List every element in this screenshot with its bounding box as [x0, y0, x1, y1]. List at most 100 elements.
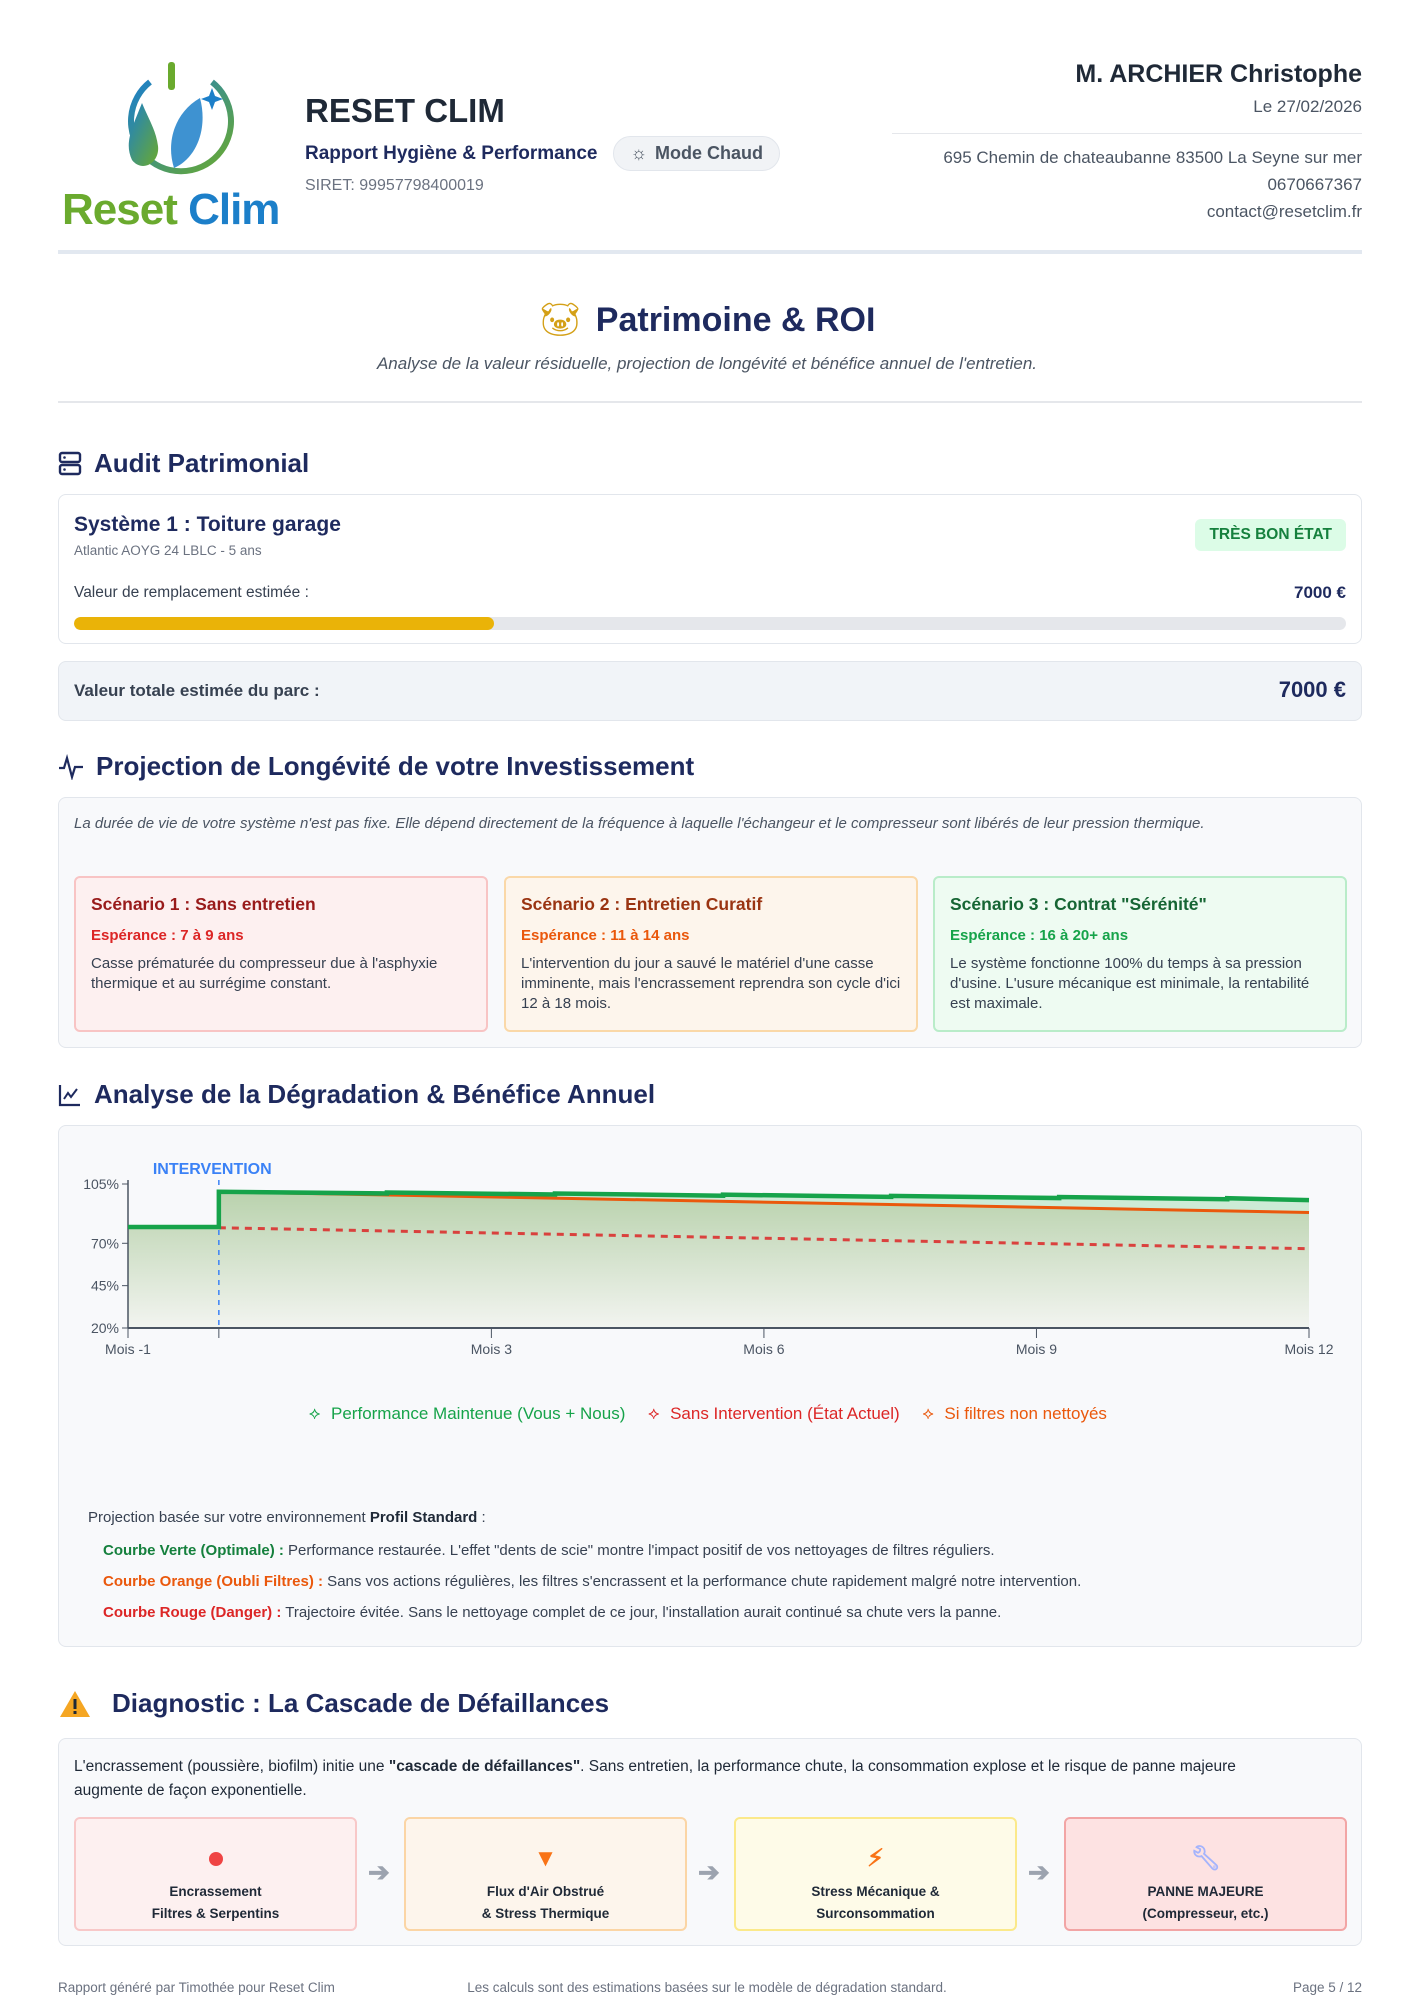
- system-card: Système 1 : Toiture garage Atlantic AOYG…: [58, 494, 1362, 644]
- client-name: M. ARCHIER Christophe: [1075, 60, 1362, 88]
- report-type: Rapport Hygiène & Performance: [305, 142, 598, 164]
- intro-bold: "cascade de défaillances": [388, 1758, 581, 1775]
- client-email: contact@resetclim.fr: [1206, 202, 1362, 221]
- triangle-down-icon: ▼: [533, 1845, 558, 1872]
- legend-item-orange: ⟡ Si filtres non nettoyés: [922, 1404, 1107, 1423]
- series-line-unclean-filters: [218, 1190, 1310, 1214]
- server-icon: [58, 451, 82, 475]
- total-value-card: Valeur totale estimée du parc : 7000 €: [58, 661, 1362, 721]
- arrow-right-icon: ➔: [698, 1857, 720, 1887]
- x-tick-label: Mois 9: [1016, 1341, 1057, 1357]
- y-tick-label: 105%: [83, 1176, 119, 1192]
- header-divider: [892, 133, 1362, 134]
- company-name: RESET CLIM: [305, 92, 505, 129]
- notes-intro-text: Projection basée sur votre environnement: [88, 1509, 370, 1526]
- diagnostic-intro: L'encrassement (poussière, biofilm) init…: [74, 1755, 1301, 1803]
- x-tick-label: Mois 6: [743, 1341, 784, 1357]
- replacement-value-label: Valeur de remplacement estimée :: [74, 584, 309, 601]
- footer-center: Les calculs sont des estimations basées …: [467, 1980, 947, 1995]
- value-progress-bar: [74, 617, 1346, 630]
- mode-badge-label: Mode Chaud: [654, 143, 763, 163]
- scenario-desc: Casse prématurée du compresseur due à l'…: [91, 955, 438, 992]
- scenario-expectancy: Espérance : 16 à 20+ ans: [950, 927, 1129, 944]
- arrow-right-icon: ➔: [368, 1857, 390, 1887]
- scenario-desc: L'intervention du jour a sauvé le matéri…: [521, 955, 901, 1012]
- mode-badge: ☼ Mode Chaud: [613, 136, 780, 171]
- footer-left: Rapport généré par Timothée pour Reset C…: [58, 1980, 335, 1995]
- scenario-card-2: Scénario 2 : Entretien Curatif Espérance…: [504, 876, 918, 1032]
- cascade-step-4: 🔧︎ PANNE MAJEURE (Compresseur, etc.): [1064, 1817, 1347, 1931]
- scenario-expectancy: Espérance : 7 à 9 ans: [91, 927, 244, 944]
- step-line1: PANNE MAJEURE: [1147, 1884, 1264, 1899]
- scenario-card-1: Scénario 1 : Sans entretien Espérance : …: [74, 876, 488, 1032]
- projection-intro: La durée de vie de votre système n'est p…: [74, 815, 1205, 832]
- header-rule: [58, 250, 1362, 254]
- step-line1: Encrassement: [169, 1884, 262, 1899]
- diagnostic-box: L'encrassement (poussière, biofilm) init…: [58, 1738, 1362, 1946]
- status-badge: TRÈS BON ÉTAT: [1195, 519, 1346, 551]
- line-chart-icon: [58, 1084, 80, 1106]
- notes-colon: :: [477, 1509, 486, 1526]
- lightning-icon: ⚡︎: [867, 1845, 884, 1872]
- projection-heading: Projection de Longévité de votre Investi…: [96, 751, 695, 781]
- scenario-title: Scénario 3 : Contrat "Sérénité": [950, 894, 1207, 914]
- logo-text-reset: Reset: [62, 185, 178, 234]
- scenario-desc: Le système fonctionne 100% du temps à sa…: [950, 955, 1310, 1012]
- cascade-step-2: ▼ Flux d'Air Obstrué & Stress Thermique: [404, 1817, 687, 1931]
- step-line2: (Compresseur, etc.): [1142, 1906, 1269, 1921]
- legend-item-red: ⟡ Sans Intervention (État Actuel): [648, 1404, 900, 1423]
- title-rule: [58, 401, 1362, 403]
- client-address: 695 Chemin de chateaubanne 83500 La Seyn…: [943, 148, 1362, 167]
- logo-leaf-drop-icon: [128, 62, 234, 175]
- scenario-expectancy: Espérance : 11 à 14 ans: [521, 927, 690, 944]
- y-tick-label: 70%: [91, 1235, 119, 1251]
- notes-intro: Projection basée sur votre environnement…: [88, 1509, 486, 1526]
- cascade-step-3: ⚡︎ Stress Mécanique & Surconsommation: [734, 1817, 1017, 1931]
- note-text: Sans vos actions régulières, les filtres…: [323, 1573, 1082, 1590]
- legend-label: Performance Maintenue (Vous + Nous): [331, 1404, 626, 1423]
- legend-item-green: ⟡ Performance Maintenue (Vous + Nous): [309, 1404, 626, 1423]
- scenario-card-3: Scénario 3 : Contrat "Sérénité" Espéranc…: [933, 876, 1347, 1032]
- x-tick-label: Mois 3: [471, 1341, 512, 1357]
- siret: SIRET: 99957798400019: [305, 177, 484, 194]
- note-label: Courbe Orange (Oubli Filtres) :: [103, 1573, 324, 1590]
- total-value-label: Valeur totale estimée du parc :: [74, 681, 320, 700]
- intro-text: . Sans entretien, la performance chute, …: [74, 1758, 1236, 1799]
- intervention-label: INTERVENTION: [153, 1161, 272, 1178]
- x-tick-label: Mois 12: [1284, 1341, 1333, 1357]
- step-line2: & Stress Thermique: [481, 1906, 610, 1921]
- y-tick-label: 20%: [91, 1320, 119, 1336]
- system-subtitle: Atlantic AOYG 24 LBLC - 5 ans: [74, 543, 262, 558]
- area-unclean-filters: [128, 1191, 1309, 1328]
- company-logo: Reset Clim: [62, 58, 284, 234]
- logo-text-clim: Clim: [188, 185, 280, 234]
- intro-text: L'encrassement (poussière, biofilm) init…: [74, 1758, 389, 1775]
- red-dot-icon: [208, 1852, 223, 1866]
- note-red: Courbe Rouge (Danger) : Trajectoire évit…: [103, 1604, 1001, 1621]
- note-orange: Courbe Orange (Oubli Filtres) : Sans vos…: [103, 1573, 1081, 1590]
- report-date: Le 27/02/2026: [1253, 97, 1362, 116]
- series-line-maintained: [128, 1189, 1310, 1230]
- replacement-value: 7000 €: [1294, 583, 1346, 602]
- chart-box: 105% 70% 45% 20% Mois -1 Mois 3 Mois 6 Mois 9 Mo…: [58, 1125, 1362, 1647]
- note-green: Courbe Verte (Optimale) : Performance re…: [103, 1542, 995, 1559]
- cascade-step-1: Encrassement Filtres & Serpentins: [74, 1817, 357, 1931]
- system-title: Système 1 : Toiture garage: [74, 513, 341, 536]
- footer-page: Page 5 / 12: [1292, 1980, 1362, 1995]
- warning-icon: [60, 1690, 90, 1717]
- page-subtitle: Analyse de la valeur résiduelle, project…: [376, 354, 1038, 373]
- client-phone: 0670667367: [1267, 175, 1362, 194]
- piggy-bank-icon: 🐷︎: [538, 301, 582, 339]
- note-label: Courbe Verte (Optimale) :: [103, 1542, 284, 1559]
- degradation-chart: 105% 70% 45% 20% Mois -1 Mois 3 Mois 6 Mois 9 Mo…: [83, 1161, 1334, 1357]
- projection-box: La durée de vie de votre système n'est p…: [58, 797, 1362, 1048]
- note-text: Performance restaurée. L'effet "dents de…: [283, 1542, 995, 1559]
- arrow-right-icon: ➔: [1028, 1857, 1050, 1887]
- diagnostic-heading: Diagnostic : La Cascade de Défaillances: [112, 1688, 610, 1718]
- wrench-icon: 🔧︎: [1190, 1845, 1221, 1872]
- legend-label: Si filtres non nettoyés: [944, 1404, 1107, 1423]
- x-tick-label: Mois -1: [105, 1341, 151, 1357]
- y-tick-label: 45%: [91, 1278, 119, 1294]
- total-value: 7000 €: [1278, 677, 1346, 702]
- activity-icon: [59, 753, 83, 780]
